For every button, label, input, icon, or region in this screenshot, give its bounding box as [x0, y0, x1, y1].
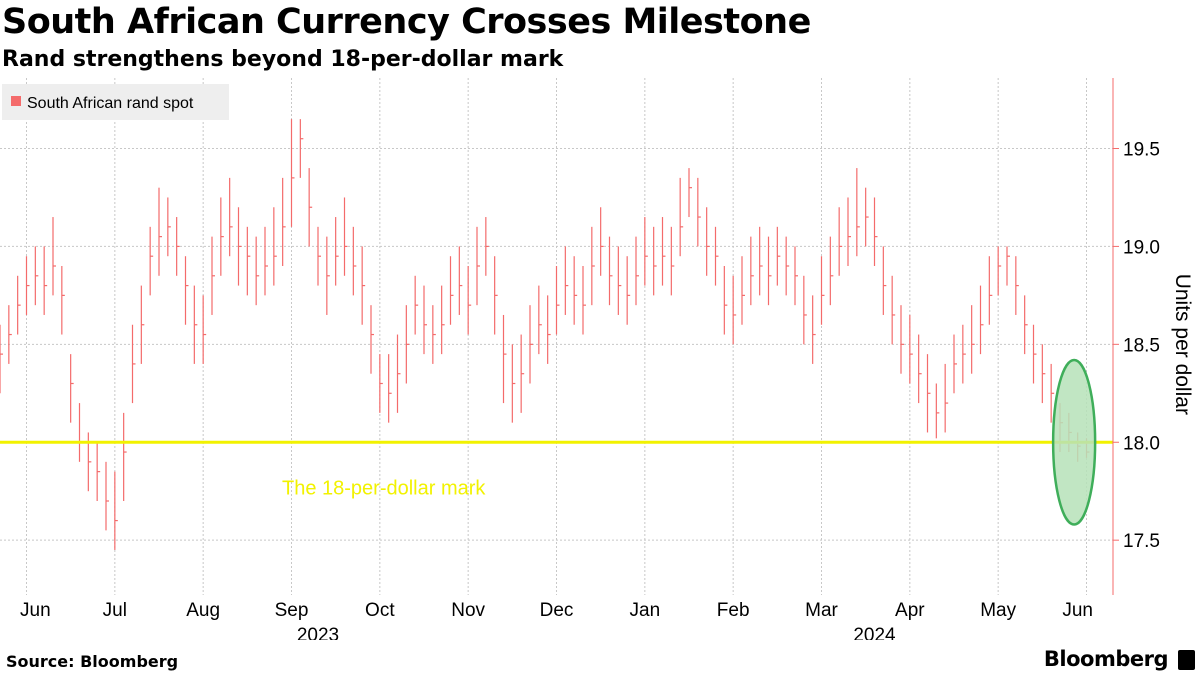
x-tick-label: Oct: [365, 600, 395, 621]
x-tick-label: Apr: [895, 600, 925, 621]
legend-label: South African rand spot: [27, 95, 194, 112]
chart-title: South African Currency Crosses Milestone: [2, 2, 811, 42]
x-axis: Jun Jul Aug Sep Oct Nov Dec Jan Feb Mar Apr May Jun 2…: [20, 600, 1093, 640]
x-tick-label: Feb: [717, 600, 750, 621]
x-year-label: 2024: [853, 625, 896, 640]
x-tick-label: Jun: [1062, 600, 1093, 621]
x-tick-label: Jan: [630, 600, 661, 621]
x-year-label: 2023: [297, 625, 339, 640]
source-note: Source: Bloomberg: [6, 652, 179, 671]
x-tick-label: Aug: [186, 600, 220, 621]
y-tick-label: 19.5: [1123, 140, 1160, 161]
x-tick-label: Sep: [275, 600, 309, 621]
x-tick-label: Nov: [451, 600, 485, 621]
chart-area: The 18-per-dollar mark 17.518.018.519.01…: [0, 78, 1194, 640]
legend-swatch: [11, 96, 21, 106]
x-tick-label: Jul: [103, 600, 127, 621]
x-tick-label: Dec: [540, 600, 574, 621]
y-tick-label: 18.5: [1123, 335, 1160, 356]
y-axis: 17.5 18.0 18.5 19.0 19.5: [1112, 78, 1160, 595]
y-tick-label: 18.0: [1123, 433, 1160, 454]
y-axis-label: Units per dollar: [1171, 274, 1194, 415]
y-tick-label: 19.0: [1123, 237, 1160, 258]
rand-spot-series: [0, 119, 1090, 550]
highlight-ellipse: [1051, 358, 1097, 526]
x-tick-label: May: [980, 600, 1016, 621]
brand-logo: Bloomberg: [1043, 647, 1169, 671]
terminal-icon: [1178, 650, 1195, 670]
y-tick-label: 17.5: [1123, 531, 1160, 552]
legend: South African rand spot: [2, 84, 229, 120]
legend-background: [2, 84, 229, 120]
grid: [0, 78, 1113, 595]
chart-subtitle: Rand strengthens beyond 18-per-dollar ma…: [2, 47, 564, 72]
reference-line-label: The 18-per-dollar mark: [282, 477, 486, 499]
x-tick-label: Mar: [805, 600, 838, 621]
x-tick-label: Jun: [20, 600, 51, 621]
